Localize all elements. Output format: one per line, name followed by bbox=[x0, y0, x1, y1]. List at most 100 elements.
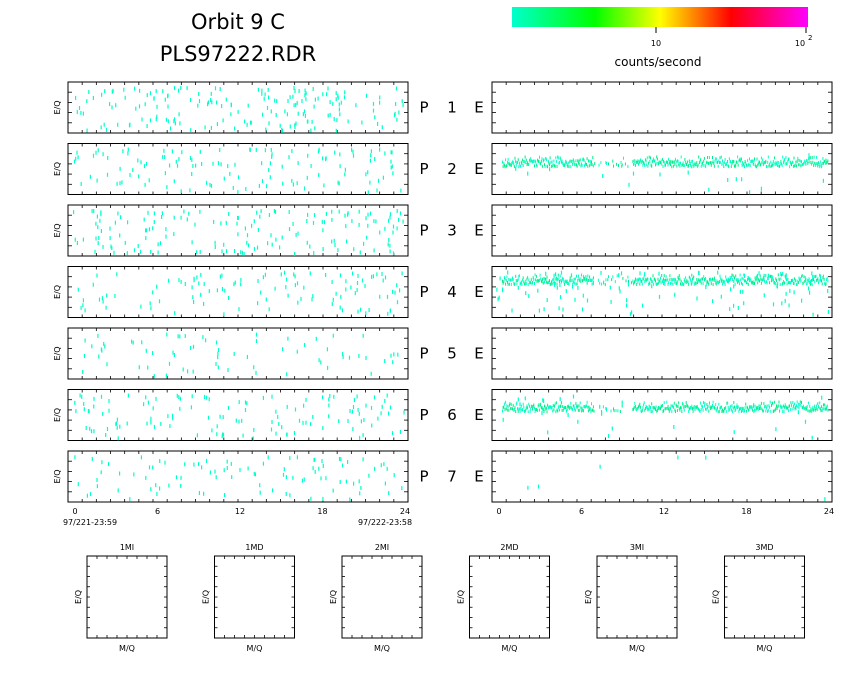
e-band-mark bbox=[672, 161, 674, 164]
e-band-mark bbox=[539, 404, 541, 408]
e-band-mark bbox=[651, 280, 653, 284]
p-count-mark bbox=[250, 120, 252, 125]
e-band-mark bbox=[612, 275, 614, 279]
e-count-mark bbox=[824, 497, 826, 502]
e-band-mark bbox=[536, 408, 538, 412]
p-count-mark bbox=[196, 250, 198, 255]
e-band-mark bbox=[552, 278, 554, 282]
e-band-mark bbox=[827, 279, 829, 283]
e-band-mark bbox=[764, 404, 766, 408]
e-band-mark bbox=[594, 162, 596, 165]
e-band-mark bbox=[502, 406, 504, 410]
e-band-mark bbox=[568, 406, 570, 409]
p-count-mark bbox=[214, 86, 217, 91]
p-count-mark bbox=[395, 102, 397, 106]
e-band-mark bbox=[589, 407, 591, 410]
e-band-mark bbox=[655, 405, 657, 409]
e-count-mark bbox=[545, 271, 547, 276]
e-band-mark bbox=[769, 405, 771, 409]
e-band-mark bbox=[747, 408, 749, 412]
p-count-mark bbox=[274, 98, 276, 103]
e-band-mark bbox=[739, 158, 740, 162]
e-band-mark bbox=[678, 401, 680, 405]
e-band-mark bbox=[548, 161, 550, 165]
e-band-mark bbox=[734, 276, 735, 280]
e-band-mark bbox=[695, 405, 697, 409]
e-band-mark bbox=[711, 278, 713, 282]
p-count-mark bbox=[141, 117, 143, 122]
p-count-mark bbox=[100, 347, 102, 352]
e-band-mark bbox=[788, 157, 790, 161]
p-count-mark bbox=[384, 226, 386, 231]
e-band-mark bbox=[681, 283, 683, 287]
e-band-mark bbox=[802, 281, 804, 285]
p-count-mark bbox=[165, 227, 167, 232]
p-count-mark bbox=[291, 178, 293, 183]
p-count-mark bbox=[101, 92, 103, 97]
p-count-mark bbox=[396, 226, 398, 231]
p-count-mark bbox=[193, 300, 195, 304]
e-band-mark bbox=[763, 161, 765, 165]
e-band-mark bbox=[711, 161, 713, 165]
mq-ylabel: E/Q bbox=[584, 590, 593, 604]
e-band-mark bbox=[639, 161, 641, 165]
e-band-mark bbox=[786, 282, 788, 286]
p-count-mark bbox=[267, 241, 269, 246]
p-count-mark bbox=[192, 369, 194, 374]
p-count-mark bbox=[140, 304, 142, 309]
e-band-mark bbox=[721, 163, 723, 167]
e-band-mark bbox=[608, 275, 609, 279]
e-band-mark bbox=[640, 279, 642, 283]
e-band-mark bbox=[678, 407, 680, 411]
e-band-mark bbox=[646, 278, 648, 282]
p-count-mark bbox=[262, 395, 264, 400]
p-count-mark bbox=[332, 333, 334, 338]
p-count-mark bbox=[139, 88, 141, 93]
p-count-mark bbox=[246, 122, 248, 127]
e-band-mark bbox=[589, 408, 591, 412]
p-count-mark bbox=[294, 274, 296, 279]
p-count-mark bbox=[318, 172, 320, 177]
p-count-mark bbox=[86, 99, 88, 104]
p-count-mark bbox=[102, 411, 104, 416]
e-band-mark bbox=[523, 280, 525, 284]
e-band-mark bbox=[632, 279, 634, 283]
e-band-mark bbox=[608, 162, 609, 166]
e-count-mark bbox=[733, 430, 735, 435]
e-band-mark bbox=[707, 161, 709, 165]
e-band-mark bbox=[804, 407, 806, 411]
p-count-mark bbox=[180, 475, 182, 480]
e-band-mark bbox=[508, 162, 510, 165]
e-band-mark bbox=[506, 164, 508, 167]
p-count-mark bbox=[309, 244, 311, 249]
e-band-mark bbox=[816, 155, 818, 159]
e-band-mark bbox=[643, 162, 645, 166]
x-tick-label-left: 24 bbox=[400, 507, 410, 516]
x-tick-label-right: 0 bbox=[496, 507, 501, 516]
e-band-mark bbox=[561, 278, 563, 282]
e-band-mark bbox=[532, 160, 534, 164]
p-count-mark bbox=[167, 414, 169, 419]
e-band-mark bbox=[729, 276, 731, 279]
e-band-mark bbox=[685, 276, 687, 280]
mq-panel-frame bbox=[724, 555, 805, 639]
p-count-mark bbox=[230, 461, 232, 466]
e-band-mark bbox=[823, 274, 824, 278]
p-count-mark bbox=[153, 211, 155, 216]
e-band-mark bbox=[582, 279, 584, 282]
p-count-mark bbox=[106, 362, 108, 367]
e-count-mark bbox=[639, 271, 641, 276]
e-band-mark bbox=[502, 160, 503, 164]
p-count-mark bbox=[307, 153, 309, 158]
e-count-mark bbox=[748, 277, 750, 282]
e-band-mark bbox=[534, 282, 535, 285]
e-band-mark bbox=[672, 282, 674, 286]
e-band-mark bbox=[808, 160, 810, 164]
e-band-mark bbox=[712, 404, 713, 407]
p-count-mark bbox=[84, 308, 86, 313]
p-count-mark bbox=[89, 492, 92, 497]
p-count-mark bbox=[309, 271, 311, 276]
p-count-mark bbox=[228, 212, 230, 216]
e-band-mark bbox=[743, 162, 745, 166]
p-count-mark bbox=[83, 353, 86, 358]
